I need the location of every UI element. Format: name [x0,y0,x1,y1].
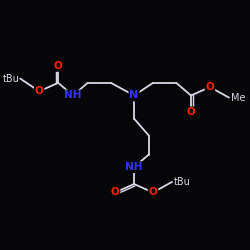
Text: NH: NH [125,162,143,172]
Text: O: O [111,188,120,198]
Text: O: O [206,82,214,92]
Text: O: O [149,188,158,198]
Text: Me: Me [231,92,246,102]
Text: N: N [130,90,139,101]
Text: NH: NH [64,90,82,101]
Text: O: O [54,61,62,71]
Text: O: O [35,86,43,96]
Text: O: O [186,107,195,117]
Text: tBu: tBu [174,177,191,187]
Text: tBu: tBu [2,74,19,84]
